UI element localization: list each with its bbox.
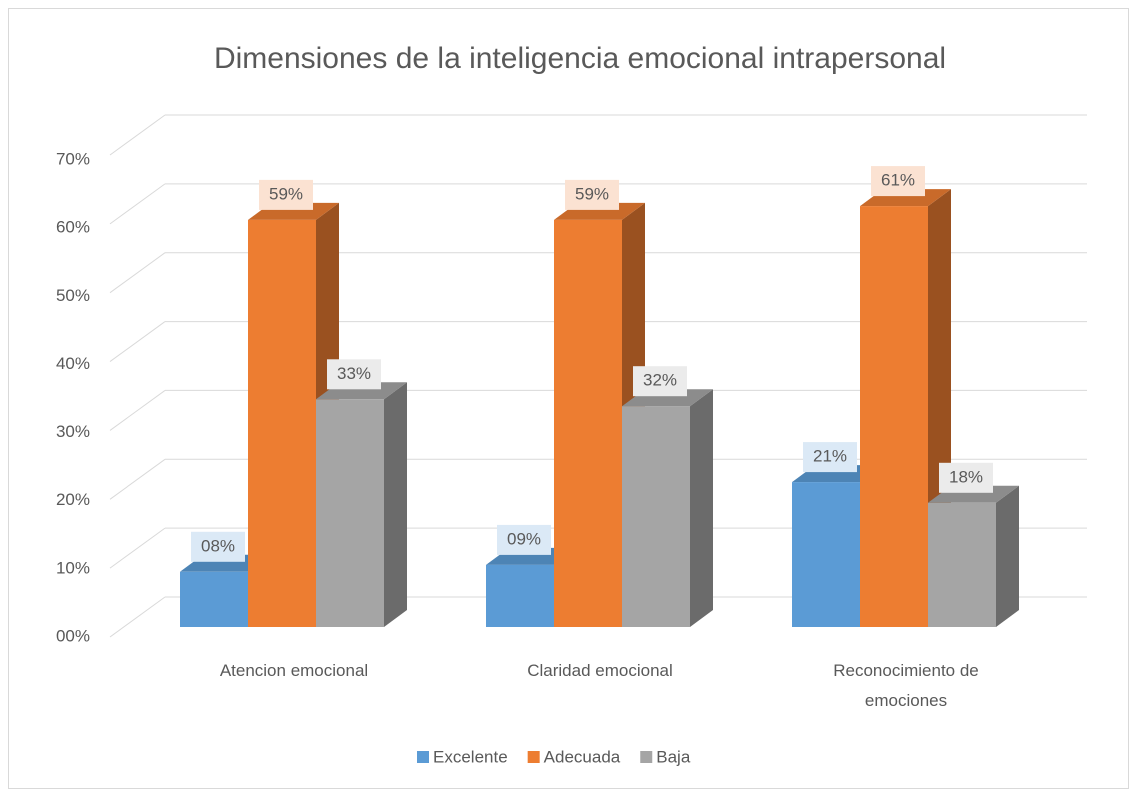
x-tick-label: Atencion emocional [219,661,369,680]
data-label-box [871,166,925,197]
data-label: 59% [575,184,609,203]
x-tick-label: Reconocimiento de emociones [833,661,979,710]
bar [180,571,248,627]
chart-title: Dimensiones de la inteligencia emocional… [214,42,946,75]
data-label-box [633,366,687,397]
legend-label: Excelente [433,747,508,766]
data-label-box [497,524,551,555]
legend-swatch [640,751,653,763]
bar-side [690,389,713,627]
grid-line-side [109,596,166,638]
data-label-box [803,442,857,473]
legend-label: Adecuada [544,747,621,766]
grid-line-side [109,527,166,569]
bar [316,399,384,627]
y-tick-label: 60% [56,218,90,237]
bar [792,482,860,627]
y-tick-label: 30% [56,422,90,441]
data-label-box [565,179,619,210]
bar [622,406,690,627]
grid-line-side [109,458,166,500]
legend-label: Baja [656,747,691,766]
grid-line-side [109,183,166,225]
x-tick-label: Claridad emocional [527,661,673,680]
data-label: 61% [881,171,915,190]
y-tick-label: 70% [56,149,90,168]
data-label: 33% [337,364,371,383]
bar-side [996,485,1019,627]
data-label: 59% [269,184,303,203]
data-label: 21% [813,447,847,466]
data-label: 18% [949,467,983,486]
data-label: 08% [201,536,235,555]
grid-line-side [109,321,166,362]
data-label-box [259,179,313,210]
y-tick-label: 10% [56,558,90,577]
y-tick-label: 40% [56,354,90,373]
legend-swatch [417,751,429,763]
grid-line-side [109,252,166,294]
grid-line-side [109,390,166,431]
bar [248,219,316,627]
data-label-box [939,462,993,493]
bar [554,219,622,627]
y-tick-label: 50% [56,286,90,305]
legend-swatch [527,751,540,763]
bar [860,206,928,627]
y-tick-label: 00% [56,626,90,645]
y-tick-label: 20% [56,490,90,509]
data-label: 32% [643,371,677,390]
bar [486,564,554,627]
data-label: 09% [507,529,541,548]
bar [928,502,996,627]
data-label-box [191,531,245,562]
grid-line-side [109,114,166,156]
data-label-box [327,359,381,390]
bar-side [384,382,407,627]
